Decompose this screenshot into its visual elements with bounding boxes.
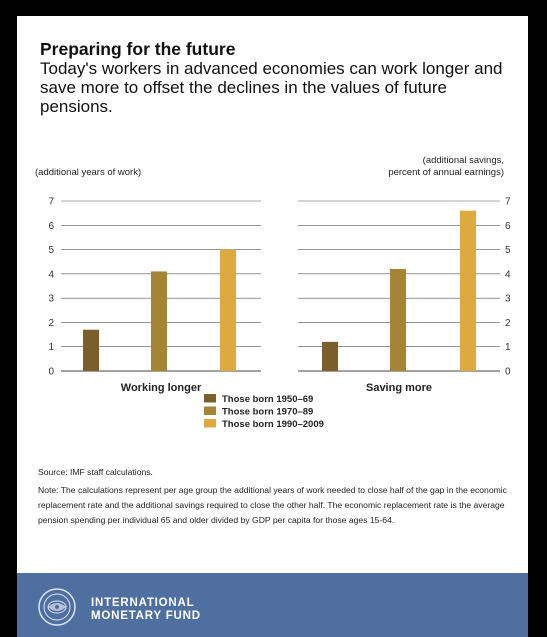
y-tick-label: 4 [505,269,511,280]
bar-charts: 0 1 2 3 4 5 6 7 Working longer (additional years … [35,155,511,430]
bar [220,249,236,371]
y-tick-label: 0 [48,367,54,378]
bar [390,269,406,371]
y-tick-label: 2 [48,318,54,329]
y-tick-label: 5 [505,245,511,256]
note-text: Note: The calculations represent per age… [38,485,507,525]
legend-label: Those born 1970–89 [222,407,313,418]
x-axis-label: Saving more [366,382,432,394]
y-tick-label: 4 [48,269,54,280]
legend-swatch [204,406,216,415]
y-tick-label: 6 [48,221,54,232]
figure-card: Preparing for the future Today's workers… [17,16,528,637]
legend-swatch [204,394,216,403]
org-name-line-1: INTERNATIONAL [91,597,195,609]
figure-title: Preparing for the future [40,39,236,59]
y-tick-label: 0 [505,367,511,378]
y-tick-label: 7 [505,197,511,208]
y-axis-label: (additional years of work) [35,167,141,178]
org-name-line-2: MONETARY FUND [91,610,201,622]
y-tick-label: 6 [505,221,511,232]
y-tick-label: 3 [48,294,54,305]
imf-seal-icon [38,588,76,626]
y-axis-label: (additional savings, [423,155,504,166]
y-tick-label: 3 [505,294,511,305]
bar [151,271,167,371]
bar [460,210,476,371]
source-text: Source: IMF staff calculations. [38,467,153,477]
y-tick-label: 1 [48,342,54,353]
y-tick-label: 2 [505,318,511,329]
y-axis-label: percent of annual earnings) [388,167,504,178]
figure-subtitle: Today's workers in advanced economies ca… [40,59,503,116]
legend-swatch [204,419,216,428]
bar [322,341,338,371]
y-tick-label: 1 [505,342,511,353]
legend-label: Those born 1990–2009 [222,419,324,430]
y-tick-label: 5 [48,245,54,256]
org-name: INTERNATIONAL MONETARY FUND [91,597,201,623]
legend-label: Those born 1950–69 [222,394,313,405]
x-axis-label: Working longer [121,382,202,394]
y-tick-label: 7 [48,197,54,208]
bar [83,329,99,371]
footer-bar: INTERNATIONAL MONETARY FUND [17,573,528,637]
